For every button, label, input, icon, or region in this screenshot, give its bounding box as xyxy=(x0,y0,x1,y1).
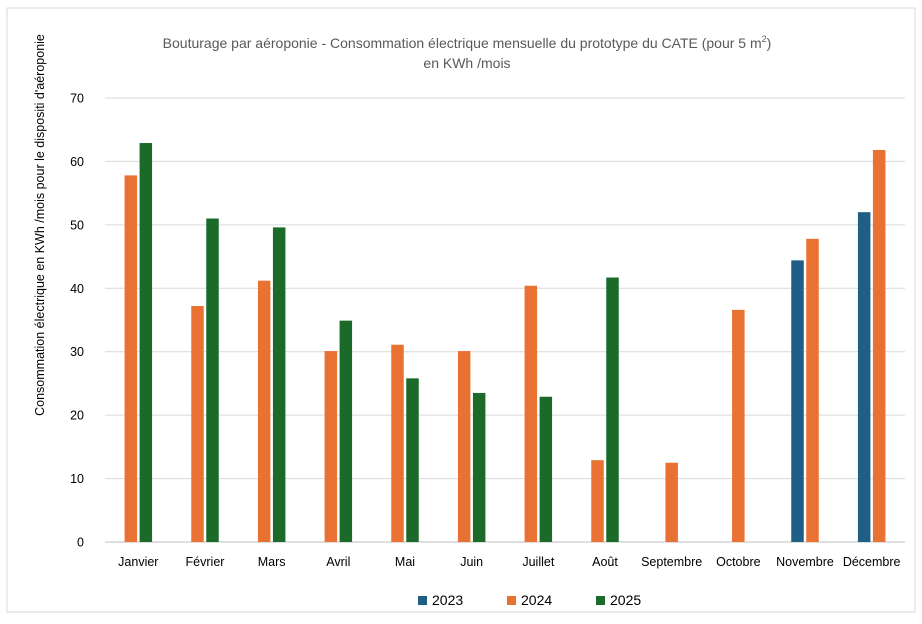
x-tick-label: Novembre xyxy=(776,555,834,569)
bar-2025-juillet xyxy=(539,396,553,542)
bar-2024-janvier xyxy=(124,175,138,542)
legend-label-2023: 2023 xyxy=(432,592,463,608)
bar-2024-décembre xyxy=(872,150,886,543)
bars xyxy=(124,143,886,543)
y-axis-ticks: 0 10 20 30 40 50 60 70 xyxy=(70,92,84,550)
x-tick-label: Mai xyxy=(395,555,415,569)
x-tick-label: Septembre xyxy=(641,555,702,569)
legend-swatch-2025 xyxy=(596,596,605,605)
bar-2025-mars xyxy=(272,227,286,542)
bar-2024-juillet xyxy=(524,285,538,542)
gridlines xyxy=(105,97,905,543)
legend-label-2025: 2025 xyxy=(610,592,641,608)
x-tick-label: Juillet xyxy=(522,555,554,569)
bar-2024-mars xyxy=(257,280,271,542)
x-tick-label: Octobre xyxy=(716,555,761,569)
legend-swatch-2024 xyxy=(507,596,516,605)
bar-2024-avril xyxy=(324,351,338,542)
y-tick-label: 50 xyxy=(70,218,84,232)
x-axis-ticks: Janvier Février Mars Avril Mai Juin Juillet Aoû… xyxy=(118,555,900,569)
chart-subtitle: en KWh /mois xyxy=(423,55,510,71)
bar-2025-février xyxy=(206,218,219,542)
y-tick-label: 20 xyxy=(70,409,84,423)
bar-2025-juin xyxy=(472,392,486,542)
y-tick-label: 40 xyxy=(70,282,84,296)
bar-2024-février xyxy=(191,306,204,542)
legend-swatch-2023 xyxy=(418,596,427,605)
y-tick-label: 60 xyxy=(70,155,84,169)
bar-2024-novembre xyxy=(806,238,819,542)
bar-2025-mai xyxy=(406,378,419,542)
legend: 2023 2024 2025 xyxy=(418,592,641,608)
bar-2023-novembre xyxy=(791,260,804,542)
x-tick-label: Janvier xyxy=(118,555,158,569)
bar-2025-janvier xyxy=(139,143,153,542)
bar-2024-mai xyxy=(391,344,404,542)
bar-2024-juin xyxy=(457,351,471,542)
bar-2025-avril xyxy=(339,320,353,542)
y-tick-label: 30 xyxy=(70,345,84,359)
x-tick-label: Décembre xyxy=(843,555,901,569)
x-tick-label: Mars xyxy=(258,555,286,569)
bar-2024-août xyxy=(591,460,604,542)
bar-2023-décembre xyxy=(857,212,871,542)
y-tick-label: 70 xyxy=(70,92,84,106)
legend-label-2024: 2024 xyxy=(521,592,552,608)
x-tick-label: Août xyxy=(592,555,618,569)
y-tick-label: 0 xyxy=(77,536,84,550)
y-tick-label: 10 xyxy=(70,472,84,486)
bar-2024-octobre xyxy=(732,309,745,542)
chart-title: Bouturage par aéroponie - Consommation é… xyxy=(163,34,772,51)
x-tick-label: Avril xyxy=(326,555,350,569)
bar-2024-septembre xyxy=(665,462,678,542)
x-tick-label: Février xyxy=(186,555,225,569)
x-tick-label: Juin xyxy=(460,555,483,569)
bar-2025-août xyxy=(606,277,619,542)
y-axis-label: Consommation électrique en KWh /mois pou… xyxy=(33,34,47,416)
